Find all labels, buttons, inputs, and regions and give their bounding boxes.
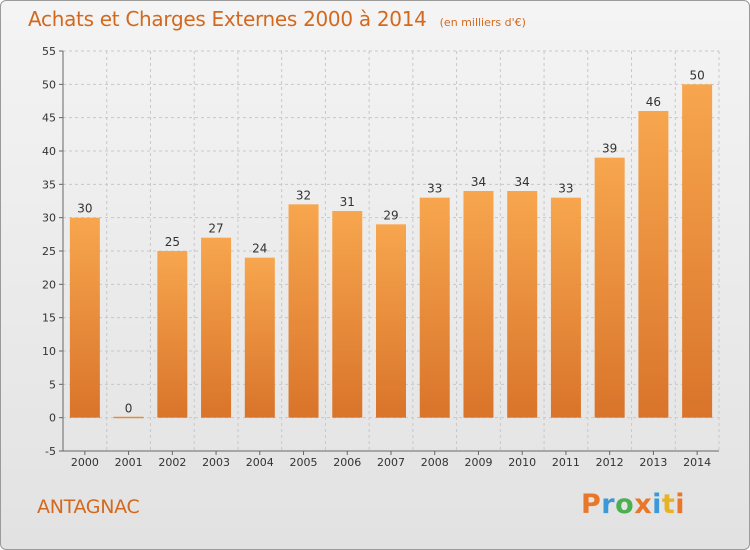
data-label: 30 [77,202,92,216]
data-label: 0 [125,402,133,416]
bar [244,257,275,418]
y-tick-label: 50 [42,78,56,91]
x-tick-label: 2009 [464,456,492,469]
logo-letter: i [675,489,686,520]
logo-letter: r [601,489,616,520]
data-label: 33 [558,182,573,196]
bar [507,191,538,418]
data-label: 34 [515,175,530,189]
y-tick-label: 45 [42,112,56,125]
logo-letter: x [634,489,653,520]
bar [376,224,406,418]
data-label: 25 [165,235,180,249]
data-label: 24 [252,242,267,256]
x-tick-label: 2011 [552,456,580,469]
labels: -5 0 5 10 15 20 25 30 35 40 45 50 55 30 2000 0 2001 25 200… [42,45,711,469]
chart-title: Achats et Charges Externes 2000 à 2014 [28,7,427,31]
x-tick-label: 2004 [246,456,274,469]
data-label: 27 [208,222,223,236]
bar [113,416,144,419]
x-tick-label: 2014 [683,456,711,469]
bar [638,111,669,418]
proxiti-logo: Proxiti [581,489,685,520]
bar [332,211,363,418]
title-block: Achats et Charges Externes 2000 à 2014 (… [28,7,526,31]
x-tick-label: 2013 [639,456,667,469]
logo-letter: P [581,489,602,520]
y-tick-label: 5 [49,378,56,391]
x-tick-label: 2010 [508,456,536,469]
y-tick-label: -5 [45,445,56,458]
y-tick-label: 0 [49,412,56,425]
x-tick-label: 2005 [290,456,318,469]
bar [463,191,494,418]
chart-subtitle: (en milliers d'€) [439,16,526,29]
x-tick-label: 2006 [333,456,361,469]
axes [59,50,719,455]
data-label: 29 [383,208,398,222]
x-tick-label: 2003 [202,456,230,469]
logo-letter: o [615,489,635,520]
bar [419,197,450,418]
bar [550,197,581,418]
logo-letter: i [652,489,662,520]
data-label: 34 [471,175,486,189]
logo-letter: t [661,489,676,520]
data-label: 33 [427,182,442,196]
data-label: 46 [646,95,661,109]
bar [594,157,625,418]
data-label: 31 [340,195,355,209]
y-tick-label: 15 [42,312,56,325]
y-tick-label: 20 [42,278,56,291]
data-label: 39 [602,142,617,156]
y-tick-label: 30 [42,212,56,225]
y-tick-label: 55 [42,45,56,58]
y-tick-label: 10 [42,345,56,358]
x-tick-label: 2002 [158,456,186,469]
bar [201,237,232,418]
bar [682,84,713,418]
y-tick-label: 35 [42,178,56,191]
y-tick-label: 25 [42,245,56,258]
data-label: 50 [689,68,704,82]
x-tick-label: 2001 [115,456,143,469]
x-tick-label: 2008 [421,456,449,469]
y-tick-label: 40 [42,145,56,158]
data-label: 32 [296,188,311,202]
bars [69,84,713,419]
location-name: ANTAGNAC [37,496,140,518]
x-tick-label: 2007 [377,456,405,469]
x-tick-label: 2012 [596,456,624,469]
bar [69,217,100,418]
bar [157,251,188,418]
bar [288,204,319,418]
x-tick-label: 2000 [71,456,99,469]
